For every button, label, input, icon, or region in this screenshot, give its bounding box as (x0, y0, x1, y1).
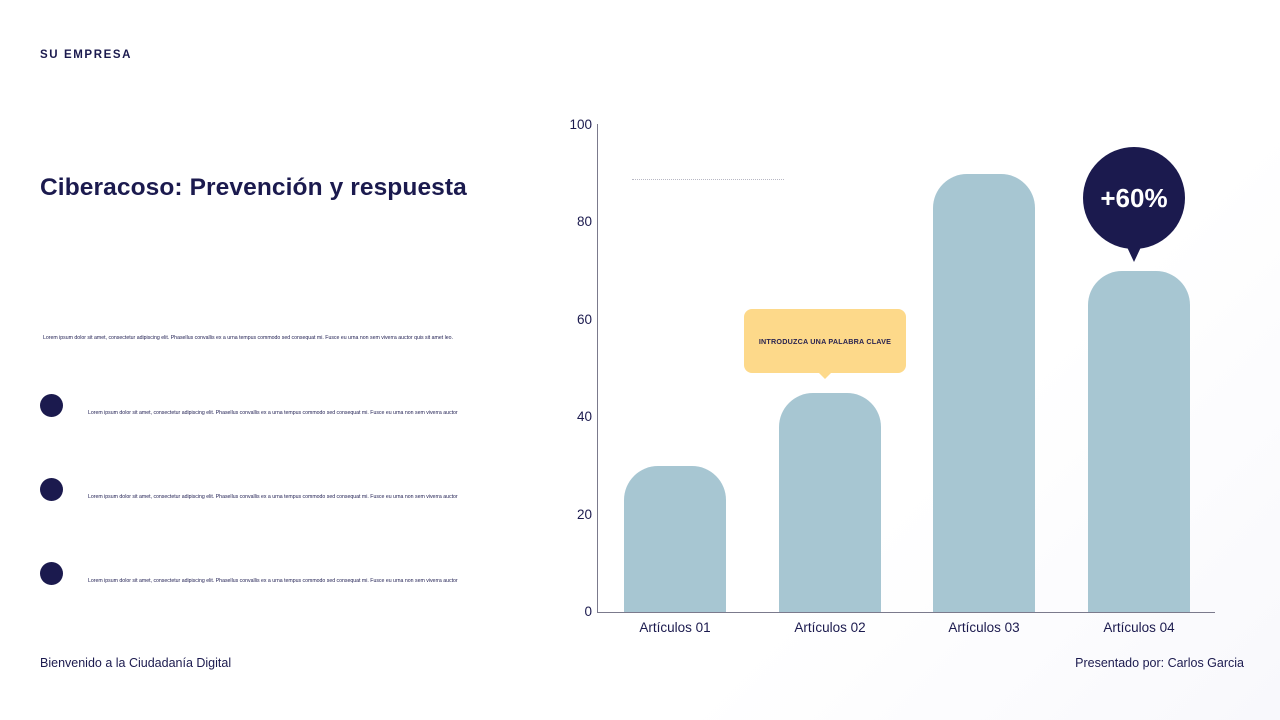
company-name: SU EMPRESA (40, 49, 133, 61)
y-tick: 0 (584, 604, 592, 619)
x-label: Artículos 02 (794, 620, 866, 635)
bullet-dot-icon (40, 562, 63, 585)
bar-articulos-01 (624, 465, 726, 612)
footer-presenter: Presentado por: Carlos Garcia (1075, 656, 1244, 670)
x-label: Artículos 04 (1103, 620, 1175, 635)
x-label: Artículos 01 (639, 620, 711, 635)
bullet-item: Lorem ipsum dolor sit amet, consectetur … (40, 394, 520, 434)
bullet-text: Lorem ipsum dolor sit amet, consectetur … (88, 494, 458, 500)
bullet-dot-icon (40, 394, 63, 417)
x-axis (597, 612, 1215, 613)
y-tick: 60 (576, 312, 592, 327)
bullet-item: Lorem ipsum dolor sit amet, consectetur … (40, 478, 520, 518)
bar-chart: 0 20 40 60 80 100 Artículos 01 Artículos… (560, 110, 1230, 650)
badge-text: +60% (1100, 182, 1168, 213)
y-tick: 40 (576, 409, 592, 424)
bar-articulos-03 (933, 173, 1035, 612)
chart-caption-line (632, 179, 784, 180)
keyword-callout: INTRODUZCA UNA PALABRA CLAVE (744, 309, 906, 379)
y-axis (597, 124, 598, 613)
y-tick: 80 (576, 214, 592, 229)
slide-title: Ciberacoso: Prevención y respuesta (40, 174, 467, 201)
bullet-item: Lorem ipsum dolor sit amet, consectetur … (40, 562, 520, 602)
intro-paragraph: Lorem ipsum dolor sit amet, consectetur … (43, 335, 454, 341)
bullet-dot-icon (40, 478, 63, 501)
footer-welcome: Bienvenido a la Ciudadanía Digital (40, 656, 232, 670)
bullet-text: Lorem ipsum dolor sit amet, consectetur … (88, 410, 458, 416)
callout-text: INTRODUZCA UNA PALABRA CLAVE (758, 336, 892, 346)
bar-articulos-02 (779, 392, 881, 612)
bullet-text: Lorem ipsum dolor sit amet, consectetur … (88, 578, 458, 584)
bar-articulos-04 (1088, 271, 1190, 612)
x-label: Artículos 03 (948, 620, 1020, 635)
y-tick: 100 (569, 117, 592, 132)
percentage-badge: +60% (1083, 147, 1185, 262)
y-tick: 20 (576, 507, 592, 522)
